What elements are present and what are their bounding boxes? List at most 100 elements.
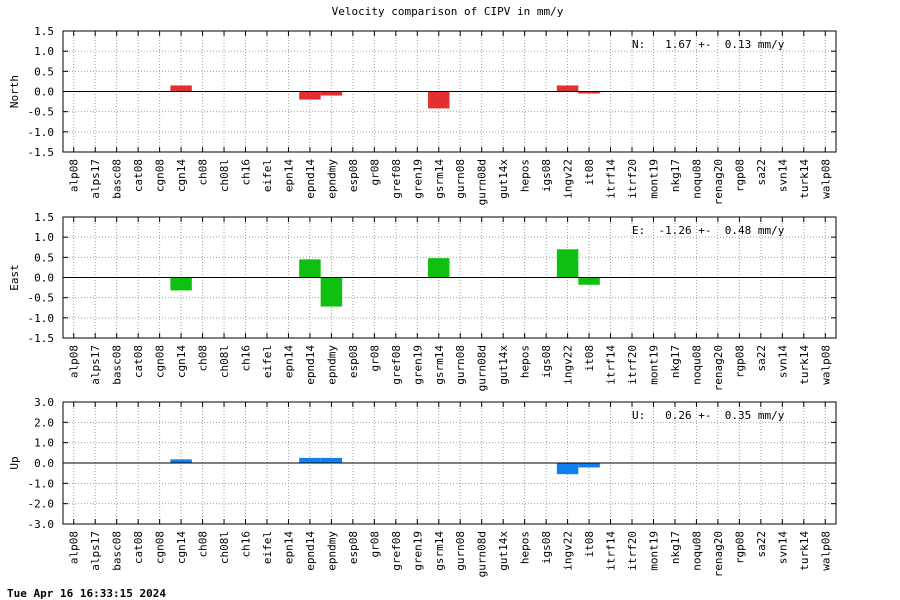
- xtick-label: hepos: [519, 345, 532, 378]
- xtick-label: itrf20: [626, 159, 639, 199]
- ytick-label: 2.0: [34, 416, 54, 429]
- xtick-label: ch08l: [218, 345, 231, 378]
- xtick-label: renag20: [712, 531, 725, 577]
- ytick-label: -0.5: [28, 292, 55, 305]
- xtick-label: gren19: [411, 159, 424, 199]
- xtick-label: eifel: [261, 345, 274, 378]
- xtick-label: mont19: [647, 159, 660, 199]
- xtick-label: cgn08: [154, 159, 167, 192]
- y-axis-label: Up: [8, 456, 21, 469]
- plot-frame: [62, 216, 837, 339]
- xtick-label: ch08l: [218, 531, 231, 564]
- xtick-label: sa22: [755, 159, 768, 186]
- bar-it08: [578, 463, 600, 468]
- xtick-label: gren19: [411, 531, 424, 571]
- xtick-label: sa22: [755, 345, 768, 372]
- ytick-label: 3.0: [34, 396, 54, 409]
- xtick-label: ch16: [240, 531, 253, 558]
- xtick-label: cgn08: [154, 531, 167, 564]
- stat-annotation: N: 1.67 +- 0.13 mm/y: [632, 38, 785, 51]
- xtick-label: ingv22: [562, 345, 575, 385]
- xtick-label: gref08: [390, 531, 403, 571]
- xtick-label: basc08: [111, 159, 124, 199]
- xtick-label: gr08: [368, 345, 381, 372]
- xtick-label: eifel: [261, 531, 274, 564]
- xtick-label: itrf20: [626, 531, 639, 571]
- bar-it08: [578, 91, 600, 94]
- xtick-label: cgn14: [175, 159, 188, 192]
- xtick-label: gr08: [368, 531, 381, 558]
- bar-it08: [578, 277, 600, 285]
- xtick-label: it08: [583, 531, 596, 558]
- ytick-label: -1.0: [28, 126, 55, 139]
- xtick-label: cat08: [132, 531, 145, 564]
- xtick-label: gut14x: [497, 159, 510, 199]
- xtick-label: mont19: [647, 531, 660, 571]
- xtick-label: cat08: [132, 159, 145, 192]
- xtick-label: rgp08: [733, 159, 746, 192]
- xtick-label: svn14: [776, 531, 789, 564]
- xtick-label: epndmy: [325, 345, 338, 385]
- bar-epndmy: [320, 277, 343, 307]
- xtick-label: gurn08: [454, 159, 467, 199]
- xtick-label: ch08l: [218, 159, 231, 192]
- xtick-label: epnd14: [304, 159, 317, 199]
- bar-cgn14: [170, 85, 192, 92]
- xtick-label: gut14x: [497, 531, 510, 571]
- ytick-label: 1.5: [34, 211, 54, 224]
- xtick-label: gsrm14: [433, 345, 446, 385]
- xtick-label: esp08: [347, 531, 360, 564]
- ytick-label: 0.0: [34, 457, 54, 470]
- ytick-label: -1.0: [28, 312, 55, 325]
- stat-annotation: U: 0.26 +- 0.35 mm/y: [632, 409, 785, 422]
- xtick-label: turk14: [798, 531, 811, 571]
- ytick-label: 0.5: [34, 251, 54, 264]
- xtick-label: cgn14: [175, 531, 188, 564]
- bar-epndmy: [320, 91, 343, 96]
- ytick-label: 0.5: [34, 65, 54, 78]
- bar-epnd14: [299, 91, 321, 100]
- stat-annotation: E: -1.26 +- 0.48 mm/y: [632, 224, 785, 237]
- xtick-label: epn14: [282, 345, 295, 378]
- xtick-label: igs08: [540, 345, 553, 378]
- ytick-label: -0.5: [28, 106, 55, 119]
- xtick-label: nkg17: [669, 159, 682, 192]
- xtick-label: ch16: [240, 159, 253, 186]
- chart-title: Velocity comparison of CIPV in mm/y: [331, 5, 564, 18]
- xtick-label: gsrm14: [433, 531, 446, 571]
- xtick-label: ch08: [197, 345, 210, 372]
- panel-north: 1.5 1.0 0.5 0.0 -0.5 -1.0 -1.5 alp08 alps17 basc0…: [8, 25, 837, 205]
- bar-epnd14: [299, 259, 321, 278]
- panel-east: 1.5 1.0 0.5 0.0 -0.5 -1.0 -1.5 alp08 alps17 basc0…: [8, 211, 837, 391]
- xtick-label: alp08: [68, 159, 81, 192]
- xtick-label: walp08: [819, 345, 832, 385]
- y-axis-label: North: [8, 75, 21, 108]
- xtick-label: gut14x: [497, 345, 510, 385]
- xtick-label: svn14: [776, 345, 789, 378]
- xtick-label: gurn08d: [476, 159, 489, 205]
- bar-ingv22: [556, 85, 579, 92]
- xtick-label: cat08: [132, 345, 145, 378]
- xtick-label: walp08: [819, 531, 832, 571]
- xtick-label: epnd14: [304, 531, 317, 571]
- xtick-label: gurn08d: [476, 345, 489, 391]
- xtick-label: gref08: [390, 345, 403, 385]
- xtick-label: rgp08: [733, 531, 746, 564]
- xtick-label: gref08: [390, 159, 403, 199]
- ytick-label: 1.0: [34, 231, 54, 244]
- xtick-label: alp08: [68, 345, 81, 378]
- bar-gsrm14: [428, 91, 450, 109]
- ytick-label: -1.5: [28, 332, 55, 345]
- ytick-label: 0.0: [34, 272, 54, 285]
- xtick-label: gurn08: [454, 531, 467, 571]
- xtick-label: svn14: [776, 159, 789, 192]
- ytick-label: -3.0: [28, 518, 55, 531]
- xtick-label: renag20: [712, 159, 725, 205]
- bar-cgn14: [170, 277, 192, 291]
- xtick-label: rgp08: [733, 345, 746, 378]
- xtick-label: ch08: [197, 531, 210, 558]
- ytick-label: 1.0: [34, 437, 54, 450]
- xtick-label: noqu08: [690, 345, 703, 385]
- xtick-label: renag20: [712, 345, 725, 391]
- xtick-label: igs08: [540, 531, 553, 564]
